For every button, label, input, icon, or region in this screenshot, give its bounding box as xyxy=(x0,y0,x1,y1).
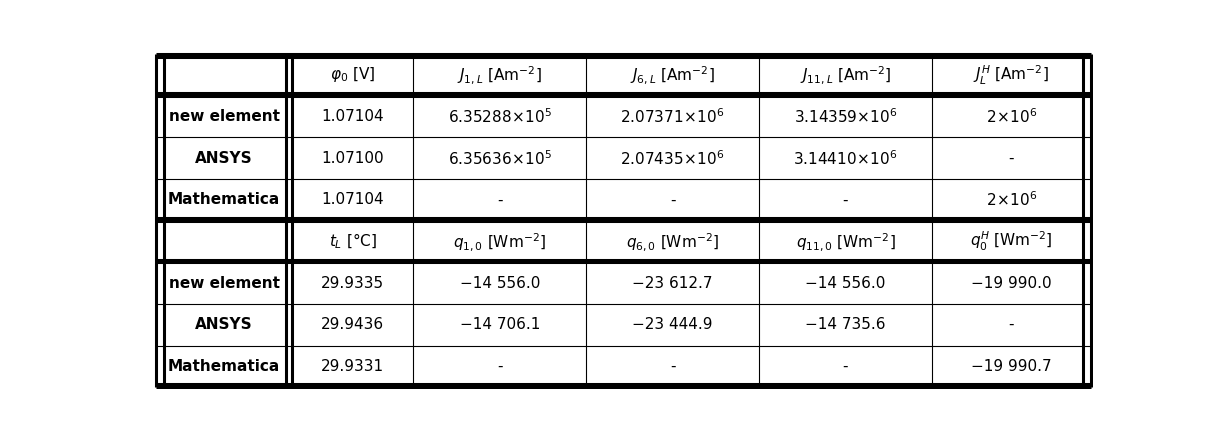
Text: -: - xyxy=(1009,151,1014,166)
Text: −19 990.0: −19 990.0 xyxy=(971,276,1051,291)
Text: −14 556.0: −14 556.0 xyxy=(460,276,540,291)
Text: $6.35636\!\times\!10^5$: $6.35636\!\times\!10^5$ xyxy=(448,149,552,167)
Text: 29.9335: 29.9335 xyxy=(320,276,384,291)
Text: $q_0^H$ [Wm$^{-2}$]: $q_0^H$ [Wm$^{-2}$] xyxy=(970,230,1053,253)
Text: $2.07435\!\times\!10^6$: $2.07435\!\times\!10^6$ xyxy=(620,149,725,167)
Text: $2\!\times\!10^6$: $2\!\times\!10^6$ xyxy=(986,191,1037,209)
Text: −23 444.9: −23 444.9 xyxy=(632,317,713,332)
Text: 29.9436: 29.9436 xyxy=(320,317,384,332)
Text: ANSYS: ANSYS xyxy=(195,151,253,166)
Text: new element: new element xyxy=(169,109,279,124)
Text: $J_{1,L}$ [Am$^{-2}$]: $J_{1,L}$ [Am$^{-2}$] xyxy=(458,64,543,86)
Text: $t_L$ [°C]: $t_L$ [°C] xyxy=(329,232,376,251)
Text: −23 612.7: −23 612.7 xyxy=(632,276,713,291)
Text: $q_{1,0}$ [Wm$^{-2}$]: $q_{1,0}$ [Wm$^{-2}$] xyxy=(453,230,546,253)
Text: −14 706.1: −14 706.1 xyxy=(460,317,540,332)
Text: 29.9331: 29.9331 xyxy=(320,359,384,374)
Text: $2.07371\!\times\!10^6$: $2.07371\!\times\!10^6$ xyxy=(620,107,725,126)
Text: $J_{11,L}$ [Am$^{-2}$]: $J_{11,L}$ [Am$^{-2}$] xyxy=(800,64,891,86)
Text: Mathematica: Mathematica xyxy=(168,192,280,208)
Text: -: - xyxy=(843,359,849,374)
Text: -: - xyxy=(497,192,503,208)
Text: $3.14359\!\times\!10^6$: $3.14359\!\times\!10^6$ xyxy=(794,107,897,126)
Text: 1.07104: 1.07104 xyxy=(322,192,384,208)
Text: $\varphi_0$ [V]: $\varphi_0$ [V] xyxy=(330,66,375,84)
Text: -: - xyxy=(497,359,503,374)
Text: 1.07104: 1.07104 xyxy=(322,109,384,124)
Text: -: - xyxy=(670,359,675,374)
Text: $J_{6,L}$ [Am$^{-2}$]: $J_{6,L}$ [Am$^{-2}$] xyxy=(630,64,715,86)
Text: ANSYS: ANSYS xyxy=(195,317,253,332)
Text: -: - xyxy=(670,192,675,208)
Text: $J_L^H$ [Am$^{-2}$]: $J_L^H$ [Am$^{-2}$] xyxy=(974,63,1049,87)
Text: -: - xyxy=(843,192,849,208)
Text: -: - xyxy=(1009,317,1014,332)
Text: $q_{11,0}$ [Wm$^{-2}$]: $q_{11,0}$ [Wm$^{-2}$] xyxy=(795,230,896,253)
Text: $3.14410\!\times\!10^6$: $3.14410\!\times\!10^6$ xyxy=(793,149,897,167)
Text: $2\!\times\!10^6$: $2\!\times\!10^6$ xyxy=(986,107,1037,126)
Text: −14 735.6: −14 735.6 xyxy=(805,317,886,332)
Text: −19 990.7: −19 990.7 xyxy=(971,359,1051,374)
Text: new element: new element xyxy=(169,276,279,291)
Text: $6.35288\!\times\!10^5$: $6.35288\!\times\!10^5$ xyxy=(448,107,552,126)
Text: −14 556.0: −14 556.0 xyxy=(805,276,886,291)
Text: $q_{6,0}$ [Wm$^{-2}$]: $q_{6,0}$ [Wm$^{-2}$] xyxy=(626,230,719,253)
Text: 1.07100: 1.07100 xyxy=(322,151,384,166)
Text: Mathematica: Mathematica xyxy=(168,359,280,374)
